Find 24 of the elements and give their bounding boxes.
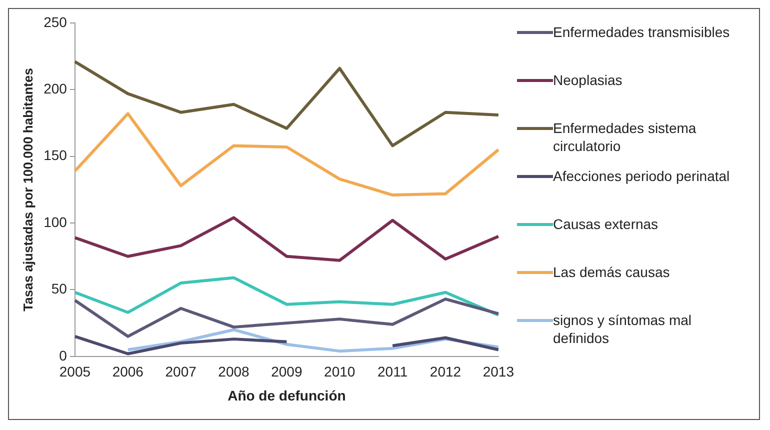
legend-label: Enfermedades transmisibles — [553, 23, 731, 41]
legend-label: Las demás causas — [553, 263, 671, 281]
legend-label: Afecciones periodo perinatal — [553, 167, 731, 185]
x-tick-label: 2010 — [324, 364, 356, 380]
legend-label: Enfermedades sistema circulatorio — [553, 119, 698, 155]
x-tick-label: 2009 — [271, 364, 302, 380]
legend-label: signos y síntomas mal definidos — [553, 311, 692, 347]
x-tick-label: 2012 — [430, 364, 462, 380]
y-tick-label: 200 — [44, 80, 68, 97]
y-tick-label: 150 — [44, 147, 68, 164]
x-tick-label: 2013 — [482, 364, 514, 380]
y-tick-label: 50 — [51, 280, 68, 297]
x-axis-title: Año de defunción — [228, 387, 346, 404]
legend-label: Causas externas — [553, 215, 660, 233]
x-tick-label: 2011 — [378, 364, 408, 380]
y-axis-title: Tasas ajustadas por 100.000 habitantes — [20, 68, 36, 312]
x-tick-label: 2006 — [112, 364, 144, 380]
y-tick-label: 0 — [59, 347, 68, 364]
x-tick-label: 2005 — [59, 364, 91, 380]
y-tick-label: 100 — [44, 214, 68, 230]
x-tick-label: 2008 — [218, 364, 250, 380]
legend-label: Neoplasias — [553, 71, 624, 89]
y-tick-label: 250 — [44, 14, 68, 30]
x-tick-label: 2007 — [165, 364, 197, 380]
